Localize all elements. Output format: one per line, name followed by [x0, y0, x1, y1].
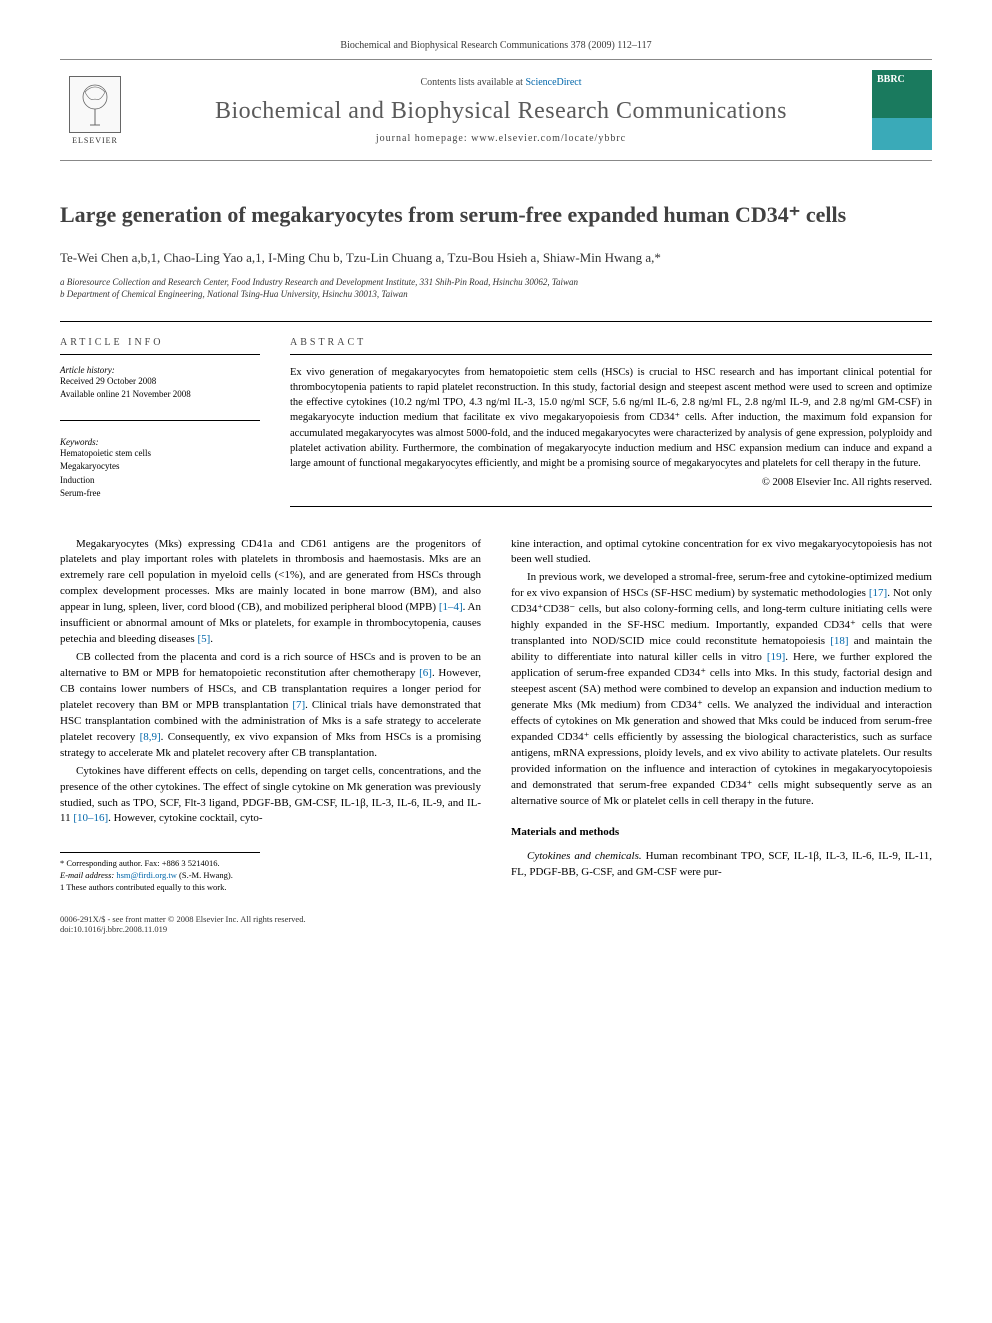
journal-homepage: journal homepage: www.elsevier.com/locat…: [145, 133, 857, 144]
homepage-prefix: journal homepage:: [376, 133, 471, 144]
footnotes: * Corresponding author. Fax: +886 3 5214…: [60, 852, 260, 894]
abstract-text: Ex vivo generation of megakaryocytes fro…: [290, 365, 932, 507]
keyword-4: Serum-free: [60, 487, 260, 501]
article-title: Large generation of megakaryocytes from …: [60, 201, 932, 230]
abstract-column: ABSTRACT Ex vivo generation of megakaryo…: [290, 337, 932, 507]
journal-name: Biochemical and Biophysical Research Com…: [145, 98, 857, 125]
ref-link[interactable]: [8,9]: [140, 731, 161, 743]
received-date: Received 29 October 2008: [60, 375, 260, 389]
right-column: kine interaction, and optimal cytokine c…: [511, 537, 932, 895]
elsevier-logo: ELSEVIER: [60, 73, 130, 148]
body-paragraph: Cytokines and chemicals. Human recombina…: [511, 849, 932, 881]
body-paragraph: kine interaction, and optimal cytokine c…: [511, 537, 932, 569]
elsevier-tree-icon: [69, 76, 121, 133]
ref-link[interactable]: [10–16]: [73, 812, 108, 824]
keyword-2: Megakaryocytes: [60, 460, 260, 474]
page-footer: 0006-291X/$ - see front matter © 2008 El…: [60, 914, 932, 934]
footer-left: 0006-291X/$ - see front matter © 2008 El…: [60, 914, 306, 934]
journal-header-box: ELSEVIER Contents lists available at Sci…: [60, 59, 932, 161]
journal-reference: Biochemical and Biophysical Research Com…: [60, 40, 932, 51]
ref-link[interactable]: [19]: [767, 651, 785, 663]
homepage-url[interactable]: www.elsevier.com/locate/ybbrc: [471, 133, 626, 144]
keyword-3: Induction: [60, 474, 260, 488]
article-info-column: ARTICLE INFO Article history: Received 2…: [60, 337, 260, 507]
keywords-block: Keywords: Hematopoietic stem cells Megak…: [60, 420, 260, 501]
sciencedirect-link[interactable]: ScienceDirect: [525, 77, 581, 88]
body-text-columns: Megakaryocytes (Mks) expressing CD41a an…: [60, 537, 932, 895]
left-column: Megakaryocytes (Mks) expressing CD41a an…: [60, 537, 481, 895]
available-date: Available online 21 November 2008: [60, 388, 260, 402]
ref-link[interactable]: [18]: [830, 635, 848, 647]
footer-doi: doi:10.1016/j.bbrc.2008.11.019: [60, 924, 306, 934]
article-info-heading: ARTICLE INFO: [60, 337, 260, 355]
ref-link[interactable]: [17]: [869, 587, 887, 599]
elsevier-label: ELSEVIER: [72, 136, 118, 145]
email-link[interactable]: hsm@firdi.org.tw: [116, 870, 177, 880]
body-paragraph: Cytokines have different effects on cell…: [60, 764, 481, 828]
ref-link[interactable]: [7]: [292, 699, 305, 711]
history-label: Article history:: [60, 365, 260, 375]
body-paragraph: In previous work, we developed a stromal…: [511, 570, 932, 809]
cover-abbrev: BBRC: [877, 75, 905, 85]
abstract-copyright: © 2008 Elsevier Inc. All rights reserved…: [290, 475, 932, 490]
email-line: E-mail address: hsm@firdi.org.tw (S.-M. …: [60, 870, 260, 882]
affiliations: a Bioresource Collection and Research Ce…: [60, 276, 932, 301]
header-center: Contents lists available at ScienceDirec…: [145, 77, 857, 144]
section-heading: Materials and methods: [511, 825, 932, 841]
authors-list: Te-Wei Chen a,b,1, Chao-Ling Yao a,1, I-…: [60, 250, 932, 266]
ref-link[interactable]: [5]: [197, 633, 210, 645]
body-paragraph: CB collected from the placenta and cord …: [60, 650, 481, 762]
abstract-body: Ex vivo generation of megakaryocytes fro…: [290, 367, 932, 469]
info-abstract-section: ARTICLE INFO Article history: Received 2…: [60, 321, 932, 507]
footer-copyright: 0006-291X/$ - see front matter © 2008 El…: [60, 914, 306, 924]
journal-cover-thumbnail: BBRC: [872, 70, 932, 150]
page-container: Biochemical and Biophysical Research Com…: [0, 0, 992, 974]
keywords-label: Keywords:: [60, 437, 260, 447]
affiliation-b: b Department of Chemical Engineering, Na…: [60, 288, 932, 301]
body-paragraph: Megakaryocytes (Mks) expressing CD41a an…: [60, 537, 481, 649]
equal-contribution: 1 These authors contributed equally to t…: [60, 882, 260, 894]
ref-link[interactable]: [6]: [419, 667, 432, 679]
ref-link[interactable]: [1–4]: [439, 601, 463, 613]
keyword-1: Hematopoietic stem cells: [60, 447, 260, 461]
corresponding-author: * Corresponding author. Fax: +886 3 5214…: [60, 858, 260, 870]
affiliation-a: a Bioresource Collection and Research Ce…: [60, 276, 932, 289]
abstract-heading: ABSTRACT: [290, 337, 932, 355]
contents-available-line: Contents lists available at ScienceDirec…: [145, 77, 857, 88]
contents-prefix: Contents lists available at: [420, 77, 525, 88]
